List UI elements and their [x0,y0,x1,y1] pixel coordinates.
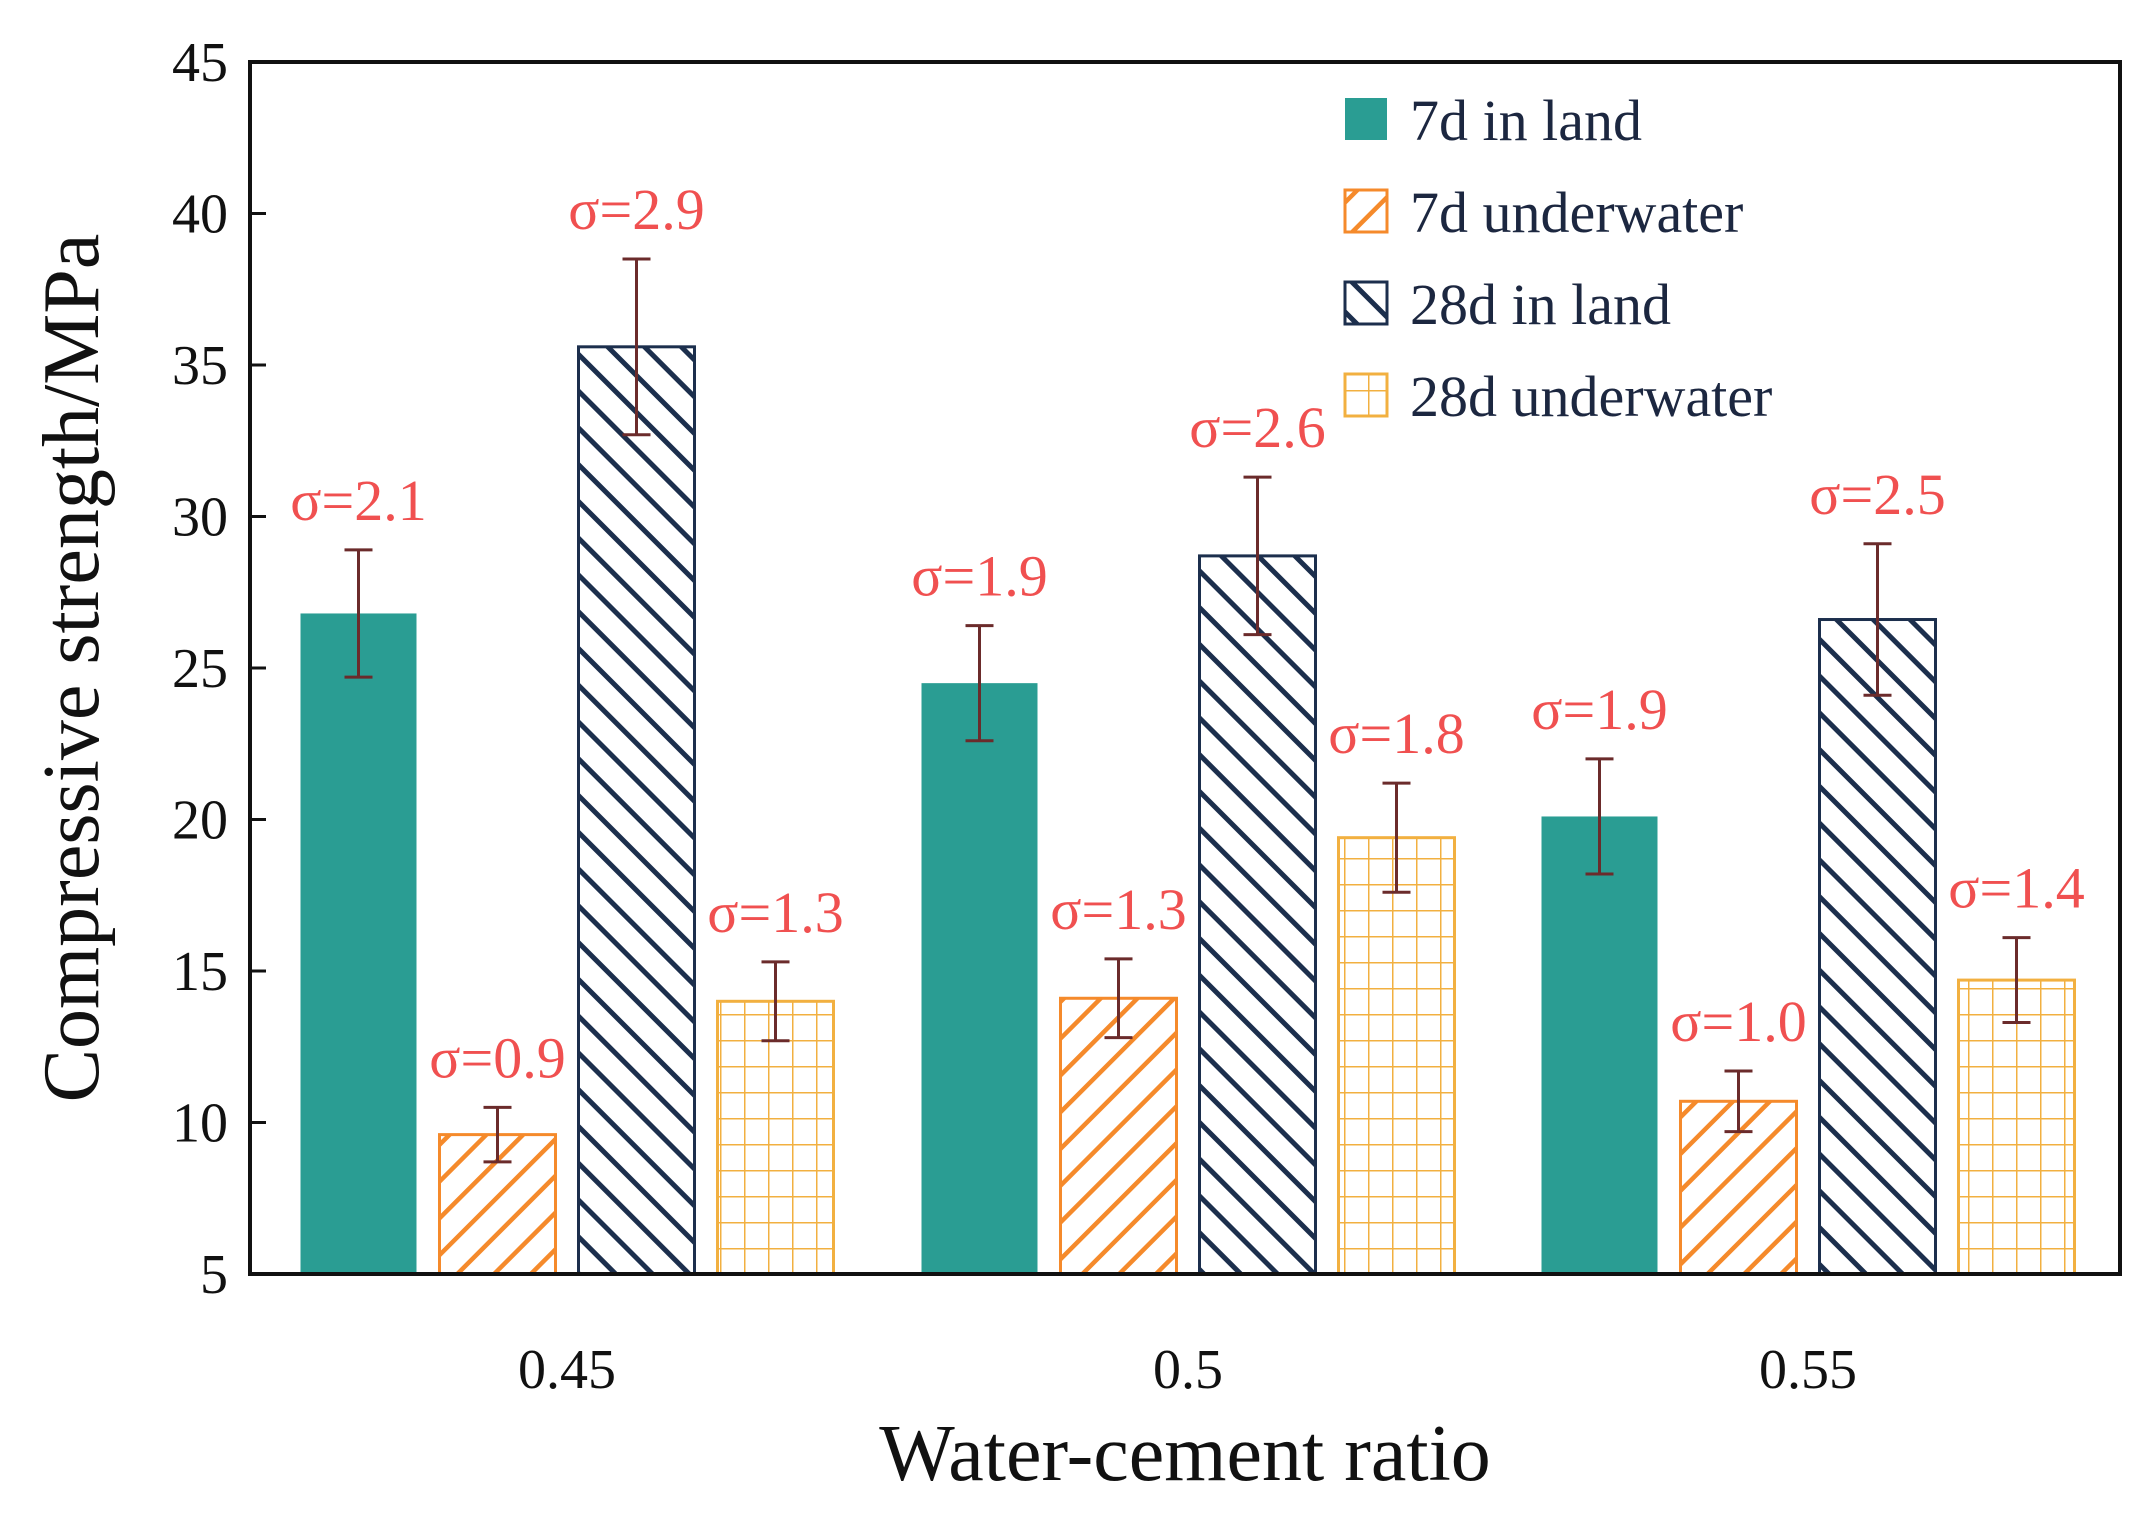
sigma-label-28d-in-land-0.45: σ=2.9 [568,177,704,242]
y-tick-label: 45 [172,32,228,94]
y-tick-label: 25 [172,638,228,700]
x-tick-label: 0.55 [1759,1339,1857,1401]
sigma-label-7d-in-land-0.55: σ=1.9 [1531,677,1667,742]
legend-label: 28d in land [1410,272,1671,337]
sigma-label-7d-in-land-0.45: σ=2.1 [290,468,426,533]
sigma-labels-layer: σ=2.1 σ=1.9 σ=1.9 σ=0.9 σ=1.3 σ=1.0 σ=2.9 σ=2.6… [290,177,2084,1090]
y-axis-title: Compressive strength/MPa [28,234,116,1103]
y-tick-label: 30 [172,487,228,549]
x-axis-ticks: 0.45 0.5 0.55 [518,1339,1857,1401]
legend-swatch-28d-underwater [1343,372,1389,418]
x-tick-label: 0.5 [1153,1339,1223,1401]
legend: 7d in land 7d underwater 28d in land 28d… [1343,88,1772,429]
error-bar-28d-in-land-0.5 [1243,475,1272,637]
sigma-label-28d-underwater-0.45: σ=1.3 [707,880,843,945]
bar-7d-underwater-0.5 [1059,996,1178,1276]
error-bar-28d-underwater-0.5 [1382,781,1411,894]
y-axis-ticks: 5 10 15 20 25 30 35 40 45 [172,32,266,1306]
y-tick-label: 40 [172,184,228,246]
sigma-label-7d-underwater-0.45: σ=0.9 [429,1025,565,1090]
error-bar-28d-underwater-0.45 [761,960,790,1043]
sigma-label-7d-underwater-0.55: σ=1.0 [1670,989,1806,1054]
y-tick-label: 5 [200,1244,228,1306]
bar-28d-underwater-0.55 [1957,978,2076,1276]
legend-label: 7d underwater [1410,180,1743,245]
y-tick-label: 10 [172,1093,228,1155]
legend-item: 7d underwater [1343,180,1743,245]
sigma-label-28d-in-land-0.55: σ=2.5 [1809,462,1945,527]
error-bar-7d-underwater-0.45 [483,1105,512,1164]
bars-layer [300,345,2076,1276]
bar-28d-underwater-0.5 [1337,836,1456,1276]
bar-28d-in-land-0.5 [1198,554,1317,1276]
sigma-label-28d-underwater-0.5: σ=1.8 [1328,701,1464,766]
y-tick-label: 20 [172,790,228,852]
bar-28d-in-land-0.55 [1818,618,1937,1276]
sigma-label-7d-in-land-0.5: σ=1.9 [911,544,1047,609]
bar-7d-in-land-0.5 [921,683,1038,1274]
x-tick-label: 0.45 [518,1339,616,1401]
legend-item: 28d underwater [1343,364,1772,429]
sigma-label-7d-underwater-0.5: σ=1.3 [1050,877,1186,942]
error-bar-7d-in-land-0.55 [1585,757,1614,876]
bar-7d-in-land-0.45 [300,613,417,1274]
sigma-label-28d-underwater-0.55: σ=1.4 [1948,856,2084,921]
sigma-label-28d-in-land-0.5: σ=2.6 [1189,395,1325,460]
legend-swatch-28d-in-land [1343,280,1389,326]
legend-item: 7d in land [1345,88,1642,153]
error-bar-28d-underwater-0.55 [2002,936,2031,1025]
bar-28d-underwater-0.45 [716,999,835,1276]
y-tick-label: 15 [172,941,228,1003]
error-bar-28d-in-land-0.45 [622,257,651,437]
error-bar-7d-in-land-0.45 [344,548,373,679]
x-axis-title: Water-cement ratio [879,1410,1491,1498]
error-bar-7d-in-land-0.5 [965,624,994,743]
y-tick-label: 35 [172,335,228,397]
legend-label: 7d in land [1410,88,1642,153]
error-bars-layer [344,257,2031,1164]
legend-swatch-7d-underwater [1343,188,1389,234]
bar-28d-in-land-0.45 [577,345,696,1276]
error-bar-7d-underwater-0.5 [1104,957,1133,1040]
error-bar-28d-in-land-0.55 [1863,542,1892,697]
legend-swatch-7d-in-land [1345,98,1387,140]
legend-label: 28d underwater [1410,364,1772,429]
error-bar-7d-underwater-0.55 [1724,1069,1753,1134]
bar-7d-in-land-0.55 [1541,816,1658,1274]
legend-item: 28d in land [1343,272,1671,337]
